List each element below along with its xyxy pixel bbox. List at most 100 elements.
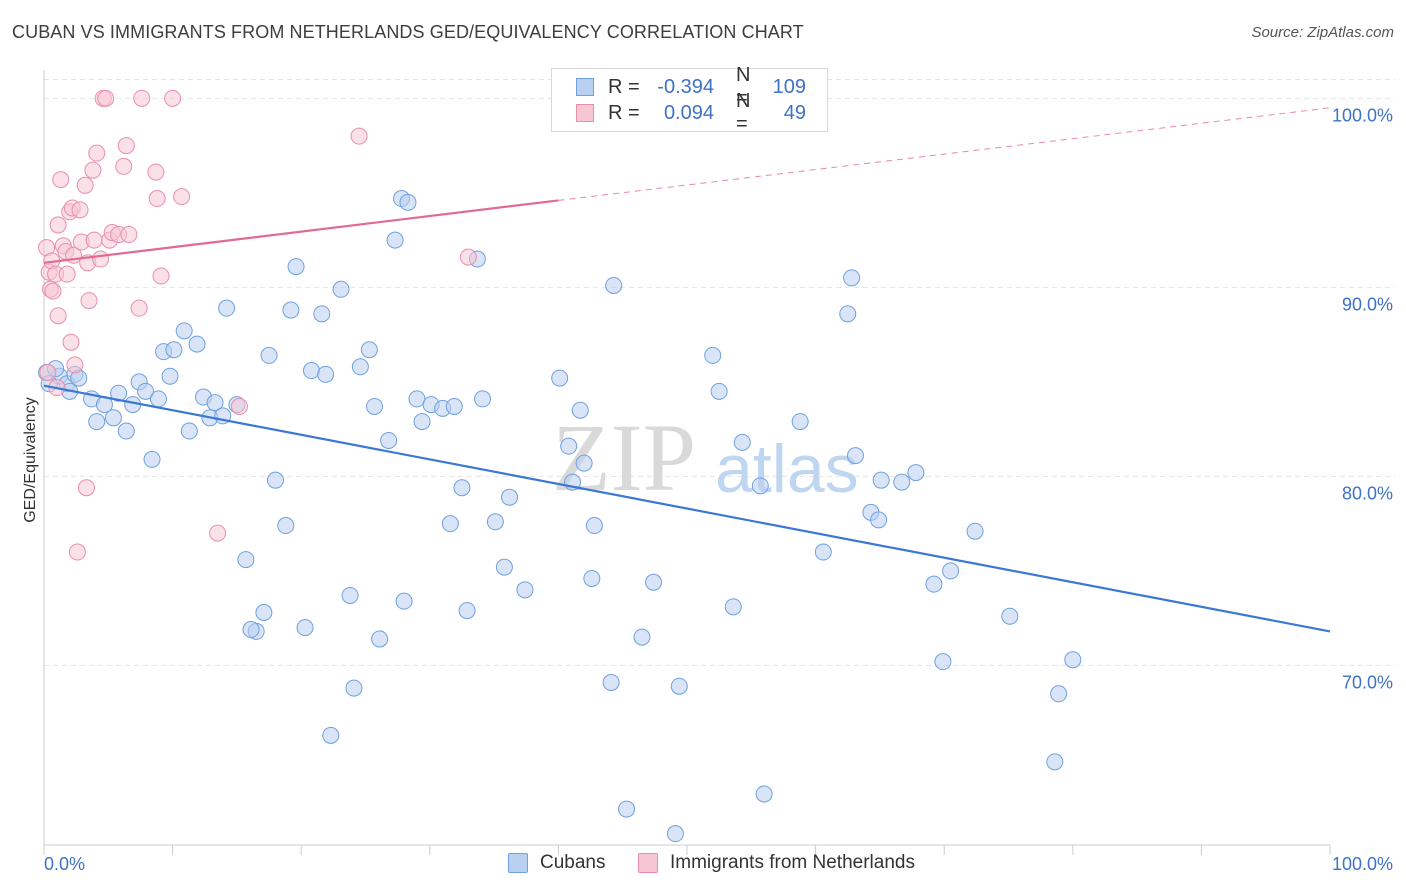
point-cubans: [551, 369, 569, 387]
point-netherlands: [115, 157, 133, 175]
point-cubans: [88, 413, 106, 431]
point-cubans: [605, 276, 623, 294]
point-cubans: [206, 394, 224, 412]
point-cubans: [1064, 651, 1082, 669]
point-netherlands: [164, 89, 182, 107]
series-swatch-cubans: [508, 853, 528, 873]
point-netherlands: [350, 127, 368, 145]
point-netherlands: [88, 144, 106, 162]
point-cubans: [925, 575, 943, 593]
legend-n-value: 109: [772, 75, 806, 98]
point-cubans: [277, 517, 295, 535]
point-netherlands: [117, 137, 135, 155]
grid-lines: [44, 78, 1395, 666]
point-cubans: [618, 800, 636, 818]
legend-row-netherlands: R = 0.094 N = 49: [576, 90, 806, 135]
y-axis-label: GED/Equivalency: [22, 397, 39, 522]
y-tick-label: 70.0%: [1342, 672, 1393, 692]
point-cubans: [302, 362, 320, 380]
series-label-cubans: Cubans: [540, 852, 606, 873]
point-cubans: [143, 450, 161, 468]
point-cubans: [341, 586, 359, 604]
point-netherlands: [39, 363, 57, 381]
series-legend-cubans[interactable]: Cubans: [508, 852, 606, 874]
point-netherlands: [120, 225, 138, 243]
legend-r-label: R =: [608, 101, 640, 124]
point-cubans: [843, 269, 861, 287]
point-cubans: [585, 517, 603, 535]
point-netherlands: [130, 299, 148, 317]
point-netherlands: [76, 176, 94, 194]
point-netherlands: [77, 479, 95, 497]
point-cubans: [180, 422, 198, 440]
x-tick-label-start: 0.0%: [44, 854, 85, 874]
correlation-legend: R = -0.394 N = 109 R = 0.094 N = 49: [551, 64, 828, 135]
legend-row-cubans: R = -0.394 N = 109: [576, 64, 806, 109]
point-netherlands: [459, 248, 477, 266]
trend-lines: [43, 107, 1331, 633]
trend-line-cubans: [43, 384, 1331, 633]
point-cubans: [1050, 685, 1068, 703]
point-cubans: [441, 515, 459, 533]
point-cubans: [117, 422, 135, 440]
point-cubans: [161, 367, 179, 385]
point-cubans: [386, 231, 404, 249]
point-cubans: [366, 397, 384, 415]
point-cubans: [602, 673, 620, 691]
watermark-zip: ZIP: [552, 404, 696, 511]
point-cubans: [260, 346, 278, 364]
point-netherlands: [68, 543, 86, 561]
point-cubans: [870, 511, 888, 529]
tick-labels: 70.0% 80.0% 90.0% 100.0% 0.0% 100.0%: [44, 105, 1393, 874]
series-swatch-netherlands: [638, 853, 658, 873]
point-cubans: [345, 679, 363, 697]
point-cubans: [188, 335, 206, 353]
point-cubans: [724, 598, 742, 616]
point-cubans: [255, 604, 273, 621]
point-cubans: [237, 551, 255, 569]
point-cubans: [791, 413, 809, 431]
point-netherlands: [92, 250, 110, 268]
point-cubans: [371, 630, 389, 648]
point-netherlands: [84, 161, 102, 179]
point-cubans: [149, 390, 167, 408]
series-label-netherlands: Immigrants from Netherlands: [670, 852, 915, 873]
point-netherlands: [44, 282, 62, 300]
point-cubans: [1001, 607, 1019, 625]
point-netherlands: [49, 216, 67, 234]
chart-source: Source: ZipAtlas.com: [1251, 24, 1394, 41]
point-cubans: [571, 401, 589, 419]
point-cubans: [282, 301, 300, 319]
point-cubans: [942, 562, 960, 580]
point-cubans: [165, 341, 183, 359]
series-legend: Cubans Immigrants from Netherlands: [0, 852, 1406, 878]
point-cubans: [351, 358, 369, 376]
point-cubans: [453, 479, 471, 497]
series-legend-netherlands[interactable]: Immigrants from Netherlands: [638, 852, 915, 874]
point-cubans: [486, 513, 504, 531]
point-cubans: [846, 447, 864, 465]
x-tick-label-end: 100.0%: [1332, 854, 1393, 874]
legend-swatch-netherlands: [576, 104, 594, 122]
axes: [43, 70, 1331, 855]
y-tick-label: 100.0%: [1332, 105, 1393, 125]
point-cubans: [110, 384, 128, 402]
point-cubans: [242, 621, 260, 639]
point-netherlands: [173, 188, 191, 206]
point-cubans: [322, 726, 340, 744]
point-cubans: [104, 409, 122, 427]
legend-swatch-cubans: [576, 78, 594, 96]
data-points: [38, 89, 1082, 843]
point-netherlands: [97, 89, 115, 107]
point-cubans: [360, 341, 378, 359]
point-cubans: [907, 464, 925, 482]
point-cubans: [733, 433, 751, 451]
point-cubans: [458, 602, 476, 620]
point-cubans: [704, 346, 722, 364]
point-netherlands: [71, 201, 89, 219]
legend-r-label: R =: [608, 75, 640, 98]
point-cubans: [395, 592, 413, 610]
point-netherlands: [230, 397, 248, 415]
point-cubans: [218, 299, 236, 317]
point-cubans: [893, 473, 911, 491]
